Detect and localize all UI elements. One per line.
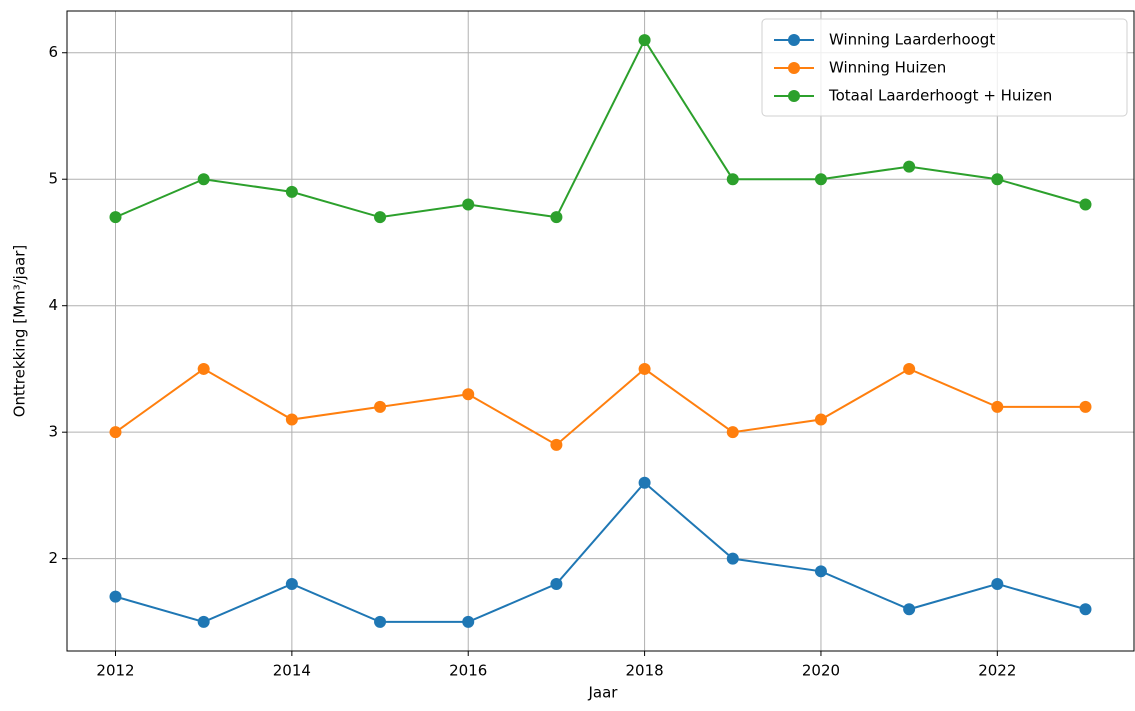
legend-label: Totaal Laarderhoogt + Huizen [828,87,1052,105]
data-point [550,438,563,451]
series-line [114,367,1086,447]
data-point [462,615,475,628]
data-point [726,173,739,186]
y-tick-label: 2 [48,549,58,567]
data-point [462,388,475,401]
data-point [285,185,298,198]
data-point [1079,198,1092,211]
data-point [638,362,651,375]
data-point [991,577,1004,590]
legend-box [761,18,1128,117]
legend-label: Winning Huizen [829,59,946,77]
data-point [726,552,739,565]
data-point [1079,603,1092,616]
y-axis-label: Onttrekking [Mm³/jaar] [11,245,29,418]
legend-marker [788,90,800,102]
x-tick-label: 2018 [625,662,663,680]
data-point [197,173,210,186]
data-point [638,476,651,489]
data-point [109,590,122,603]
data-point [374,211,387,224]
legend-marker [788,62,800,74]
data-point [374,400,387,413]
x-tick-label: 2016 [449,662,487,680]
data-point [374,615,387,628]
data-point [903,160,916,173]
data-point [550,211,563,224]
data-point [109,426,122,439]
data-point [814,565,827,578]
y-tick-label: 4 [48,296,58,314]
x-tick-label: 2022 [978,662,1016,680]
data-point [903,603,916,616]
data-point [991,173,1004,186]
y-tick-label: 6 [48,43,58,61]
legend-label: Winning Laarderhoogt [829,31,995,49]
data-point [197,615,210,628]
series-line [115,38,1086,219]
plot-frame [66,10,1135,652]
legend-marker [788,34,800,46]
data-point [285,577,298,590]
x-tick-label: 2012 [96,662,134,680]
data-point [903,362,916,375]
data-point [285,413,298,426]
series-line [115,481,1086,623]
data-point [1079,400,1092,413]
data-point [462,198,475,211]
data-point [550,577,563,590]
data-point [814,173,827,186]
data-point [991,400,1004,413]
data-point [814,413,827,426]
legend: Winning Laarderhoogt Winning Huizen Totaal… [761,18,1128,117]
data-point [726,426,739,439]
x-tick-label: 2020 [802,662,840,680]
data-point [109,211,122,224]
data-point [638,34,651,47]
y-tick-label: 3 [48,423,58,441]
x-axis-label: Jaar [588,684,619,702]
x-tick-label: 2014 [273,662,311,680]
data-point [197,362,210,375]
y-tick-label: 5 [48,170,58,188]
